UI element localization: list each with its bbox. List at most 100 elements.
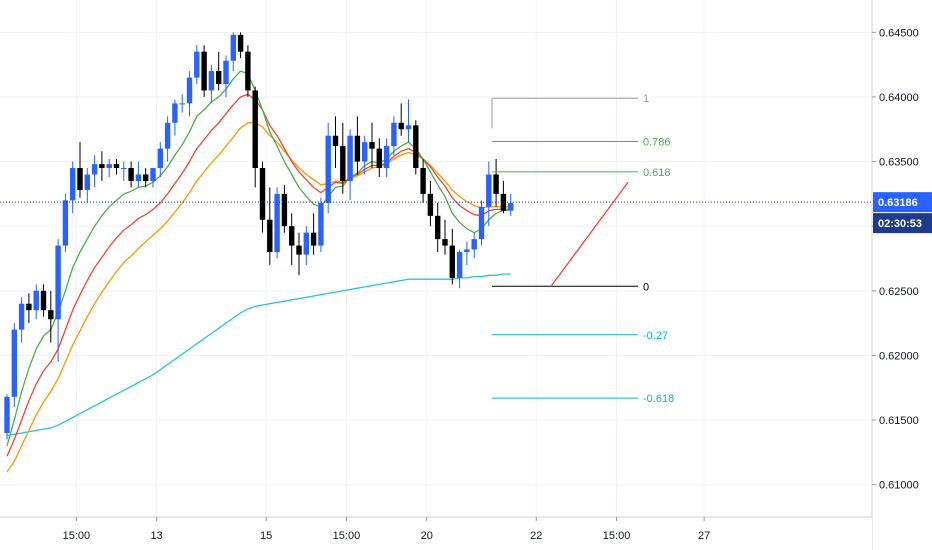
candle (442, 219, 448, 255)
candle (55, 239, 61, 362)
candle-body (296, 245, 302, 255)
candle-body (40, 290, 47, 311)
candle-body (11, 329, 17, 397)
ma-teal-line (6, 273, 511, 437)
candle (252, 86, 258, 188)
candle (274, 187, 280, 259)
candle (405, 99, 412, 143)
candle-body (216, 71, 222, 85)
candle-body (486, 174, 492, 207)
candle-body (398, 122, 404, 130)
candle (486, 161, 492, 227)
price-tick-label: 0.61500 (879, 415, 919, 427)
candle-body (237, 34, 244, 52)
candle-body (164, 122, 171, 149)
ma-red-group (6, 93, 511, 457)
candle-body (369, 142, 375, 149)
candle (143, 168, 149, 188)
candle (310, 213, 317, 255)
candle-body (252, 90, 258, 169)
price-axis[interactable]: 0.645000.640000.635000.630000.625000.620… (871, 0, 932, 550)
candle-body (318, 202, 324, 246)
candle-body (362, 142, 368, 162)
candle-body (500, 193, 507, 211)
candle-body (245, 51, 251, 91)
candle (340, 122, 346, 194)
candle (113, 158, 120, 175)
candle-body (70, 168, 76, 201)
candle (318, 197, 324, 253)
candle (48, 290, 54, 343)
candle (216, 51, 222, 91)
countdown-value: 02:30:53 (878, 218, 922, 230)
candle-body (435, 215, 441, 240)
price-tick-label: 0.62000 (879, 350, 919, 362)
candle-body (493, 174, 499, 194)
candle (508, 193, 514, 216)
candle-body (55, 245, 61, 320)
ma-teal-group (6, 273, 511, 437)
candle (230, 32, 236, 72)
candle-body (281, 193, 288, 227)
candle-body (77, 168, 83, 190)
candle-body (325, 135, 331, 203)
candle (150, 168, 156, 188)
candle (383, 138, 390, 178)
price-tick-label: 0.64500 (879, 27, 919, 39)
candle (70, 161, 76, 214)
candle (40, 284, 47, 317)
candle-body (106, 164, 112, 169)
candle (172, 99, 178, 136)
candle (62, 193, 69, 253)
candle (128, 161, 134, 188)
candle (223, 55, 229, 97)
grid (0, 0, 872, 517)
candle-body (26, 303, 32, 311)
price-tick-label: 0.62500 (879, 286, 919, 298)
candle (376, 138, 382, 178)
candle (18, 297, 25, 343)
candle (478, 200, 485, 246)
price-axis-background (872, 0, 932, 550)
candle (362, 135, 368, 175)
fib-level-label: 1 (643, 93, 649, 105)
candle (427, 180, 434, 227)
countdown-badge (873, 213, 932, 234)
candle (391, 116, 397, 156)
price-tick-label: 0.64000 (879, 92, 919, 104)
candle-body (194, 51, 200, 78)
trendline-group[interactable] (550, 181, 629, 287)
candle-body (84, 174, 90, 190)
time-tick-label: 15 (260, 530, 272, 542)
candle-body (471, 239, 477, 250)
fib-level-label: 0.618 (643, 167, 671, 179)
candle (369, 122, 375, 169)
fib-level-label: 0 (643, 281, 649, 293)
candle (84, 168, 90, 203)
current-price-badge (873, 192, 932, 213)
candle-body (405, 125, 412, 130)
candle-body (340, 146, 346, 181)
candle (464, 241, 470, 265)
candle (91, 155, 98, 188)
fibonacci-levels[interactable]: 1 0.786 0.618 0 -0.27 -0.618 (491, 93, 674, 405)
candle (259, 161, 266, 233)
candle (121, 161, 127, 181)
candle-body (478, 206, 485, 240)
candle (179, 94, 185, 113)
candle-body (289, 226, 295, 246)
candle-body (33, 290, 39, 311)
time-tick-label: 15:00 (63, 530, 91, 542)
candle-body (135, 174, 142, 181)
trendline[interactable] (550, 181, 629, 287)
time-axis[interactable]: 15:00 13 15 15:00 20 22 15:00 27 (0, 516, 872, 550)
fib-level-label: -0.27 (643, 330, 668, 342)
candle (208, 64, 215, 104)
candle-body (201, 51, 207, 91)
candle (332, 116, 339, 169)
candle (471, 232, 477, 259)
candle-body (310, 232, 317, 246)
candle-body (442, 239, 448, 246)
candle-body (376, 148, 382, 169)
